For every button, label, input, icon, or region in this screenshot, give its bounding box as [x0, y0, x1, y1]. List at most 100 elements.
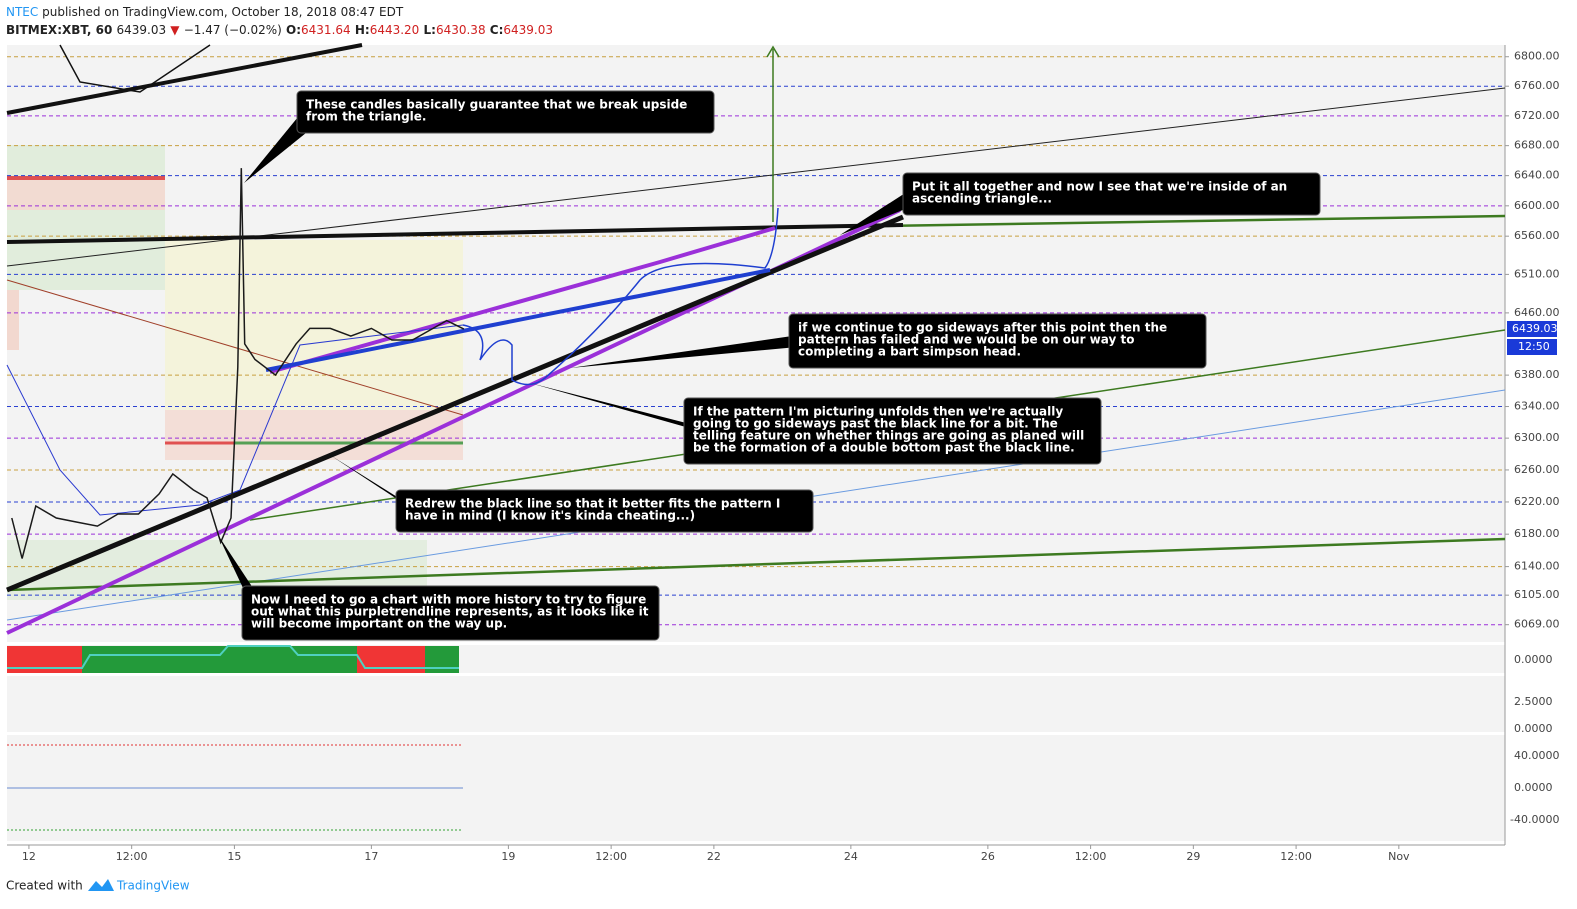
trend-line — [6, 223, 904, 244]
callout-text: Redrew the black line so that it better … — [405, 497, 780, 511]
down-arrow: ▼ — [166, 23, 184, 37]
change: −1.47 (−0.02%) — [184, 23, 282, 37]
y-tick-label: 6640.00 — [1514, 169, 1560, 182]
callout-text: If the pattern I'm picturing unfolds the… — [693, 405, 1063, 419]
callout-pointer — [530, 383, 714, 435]
osc-axis-label: -40.0000 — [1510, 813, 1559, 826]
footer-brand[interactable]: TradingView — [116, 879, 190, 893]
x-tick-label: 12:00 — [116, 850, 148, 863]
cloud — [7, 145, 165, 290]
high: 6443.20 — [370, 23, 420, 37]
y-tick-label: 6460.00 — [1514, 306, 1560, 319]
o-label: O: — [286, 23, 301, 37]
callout-text: These candles basically guarantee that w… — [306, 98, 687, 112]
volume-pane — [7, 676, 1505, 732]
callout-text: have in mind (I know it's kinda cheating… — [405, 509, 695, 523]
header-line: NTEC published on TradingView.com, Octob… — [6, 5, 404, 19]
arrow-head — [766, 45, 780, 58]
author: NTEC — [6, 5, 38, 19]
x-tick-label: 22 — [707, 850, 721, 863]
x-tick-label: 12:00 — [595, 850, 627, 863]
callout-box — [683, 397, 1102, 465]
band-line — [7, 645, 459, 669]
callout-box — [788, 313, 1207, 369]
y-tick-label: 6720.00 — [1514, 109, 1560, 122]
y-tick-label: 6260.00 — [1514, 463, 1560, 476]
trend-line — [269, 226, 776, 374]
x-tick-label: Nov — [1388, 850, 1410, 863]
band-segment — [82, 646, 357, 673]
callout-text: from the triangle. — [306, 110, 426, 124]
x-tick-label: 19 — [501, 850, 515, 863]
c-label: C: — [490, 23, 504, 37]
x-tick-label: 29 — [1186, 850, 1200, 863]
countdown-text: 12:50 — [1518, 340, 1550, 353]
y-tick-label: 6300.00 — [1514, 431, 1560, 444]
callout-text: be the formation of a double bottom past… — [693, 441, 1075, 455]
price-tag-text: 6439.03 — [1512, 322, 1558, 335]
volume-axis-label: 0.0000 — [1514, 722, 1553, 735]
y-tick-label: 6140.00 — [1514, 560, 1560, 573]
open: 6431.64 — [301, 23, 351, 37]
published: published on TradingView.com, October 18… — [42, 5, 404, 19]
header-line: BITMEX:XBT, 60 6439.03 ▼ −1.47 (−0.02%) … — [6, 23, 553, 37]
callout-text: if we continue to go sideways after this… — [798, 321, 1167, 335]
osc-axis-label: 40.0000 — [1514, 749, 1560, 762]
x-tick-label: 26 — [981, 850, 995, 863]
y-tick-label: 6220.00 — [1514, 495, 1560, 508]
trend-line — [6, 43, 363, 115]
y-tick-label: 6180.00 — [1514, 527, 1560, 540]
moving-average — [6, 324, 464, 516]
callout-pointer — [570, 335, 819, 368]
x-tick-label: 12 — [22, 850, 36, 863]
y-tick-label: 6600.00 — [1514, 199, 1560, 212]
h-label: H: — [355, 23, 370, 37]
logo — [88, 879, 114, 891]
callout-text: going to go sideways past the black line… — [693, 417, 1058, 431]
y-tick-label: 6069.00 — [1514, 618, 1560, 631]
symbol: BITMEX:XBT, 60 — [6, 23, 112, 37]
x-tick-label: 12:00 — [1280, 850, 1312, 863]
l-label: L: — [424, 23, 436, 37]
y-tick-label: 6510.00 — [1514, 267, 1560, 280]
y-tick-label: 6105.00 — [1514, 588, 1560, 601]
band-axis-label: 0.0000 — [1514, 653, 1553, 666]
callout-text: will become important on the way up. — [251, 617, 507, 631]
y-tick-label: 6760.00 — [1514, 79, 1560, 92]
cloud — [7, 290, 19, 350]
callout-text: telling feature on whether things are go… — [693, 429, 1084, 443]
callout-text: ascending triangle... — [912, 192, 1052, 206]
y-tick-label: 6800.00 — [1514, 50, 1560, 63]
trend-line — [59, 44, 211, 93]
x-tick-label: 17 — [364, 850, 378, 863]
y-tick-label: 6560.00 — [1514, 229, 1560, 242]
y-tick-label: 6380.00 — [1514, 368, 1560, 381]
callout-box — [241, 585, 660, 641]
drawings — [6, 43, 1506, 635]
trend-line — [6, 214, 904, 593]
callout-box — [296, 90, 715, 134]
y-tick-label: 6340.00 — [1514, 400, 1560, 413]
price-line — [11, 168, 465, 559]
cloud — [165, 240, 463, 410]
projection — [462, 207, 779, 386]
x-tick-label: 15 — [227, 850, 241, 863]
footer-created: Created with — [6, 879, 83, 893]
x-tick-label: 12:00 — [1075, 850, 1107, 863]
callout-text: out what this purpletrendline represents… — [251, 605, 649, 619]
trend-line — [265, 268, 771, 372]
callout-box — [902, 172, 1321, 216]
callout-text: Now I need to go a chart with more histo… — [251, 593, 646, 607]
x-tick-label: 24 — [844, 850, 858, 863]
low: 6430.38 — [436, 23, 486, 37]
osc-axis-label: 0.0000 — [1514, 781, 1553, 794]
countdown-tag — [1507, 339, 1557, 355]
close: 6439.03 — [503, 23, 553, 37]
y-tick-label: 6680.00 — [1514, 139, 1560, 152]
callout-text: Put it all together and now I see that w… — [912, 180, 1287, 194]
last: 6439.03 — [116, 23, 166, 37]
cloud — [7, 180, 165, 210]
callout-text: completing a bart simpson head. — [798, 345, 1021, 359]
